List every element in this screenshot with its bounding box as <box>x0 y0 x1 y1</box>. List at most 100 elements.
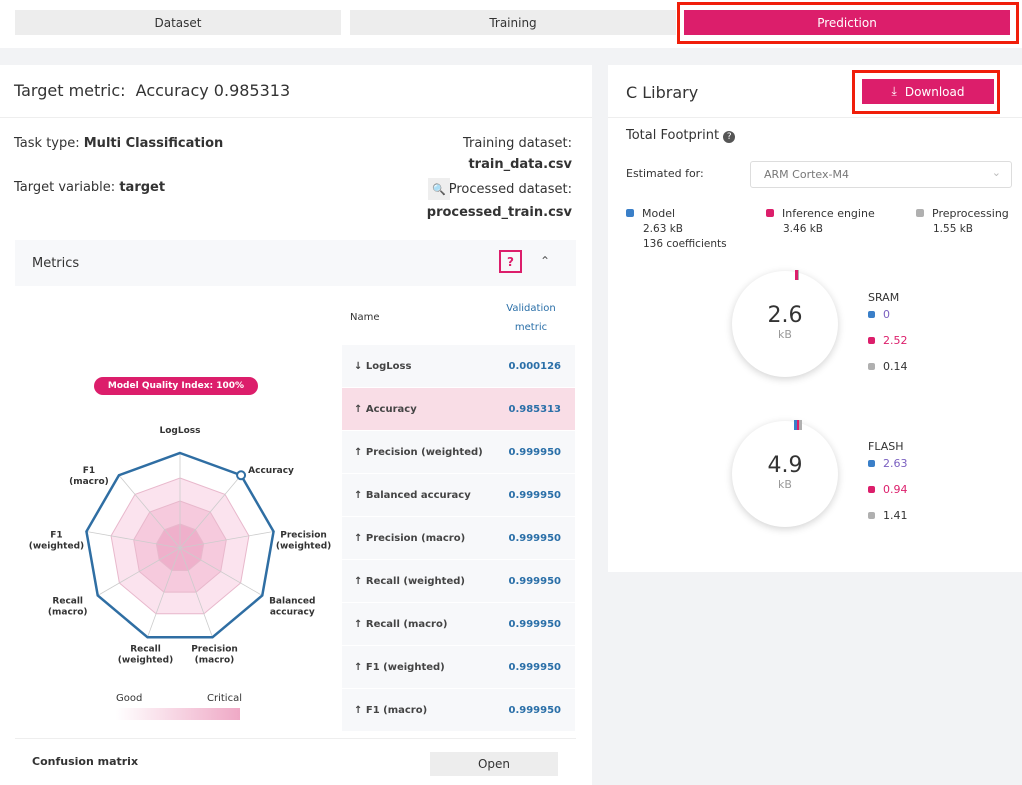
sram-value: 2.52 <box>883 334 908 347</box>
table-header: Name Validation metric <box>342 290 575 345</box>
legend-dot <box>868 512 875 519</box>
radar-axis-label: LogLoss <box>160 426 201 436</box>
legend-label: Model <box>642 207 676 220</box>
tab-prediction[interactable]: Prediction <box>684 10 1010 35</box>
arrow-icon: ↑ <box>354 618 363 630</box>
legend-value: 1.55 kB <box>933 223 974 235</box>
confusion-matrix-label: Confusion matrix <box>32 755 139 768</box>
model-quality-badge: Model Quality Index: 100% <box>94 377 258 395</box>
tab-dataset[interactable]: Dataset <box>15 10 341 35</box>
metric-label: Accuracy <box>365 403 417 415</box>
target-variable: Target variable: target <box>14 180 165 195</box>
arrow-icon: ↑ <box>354 403 363 415</box>
radar-axis <box>179 547 263 596</box>
metric-label: Recall (macro) <box>365 618 448 630</box>
table-row[interactable]: ↑ Recall (weighted) 0.999950 <box>342 560 575 603</box>
metrics-table: Name Validation metric ↓ LogLoss 0.000126… <box>342 290 575 732</box>
flash-value: 1.41 <box>883 509 908 522</box>
legend-dot <box>626 209 634 217</box>
radar-axis-label: F1 (macro) <box>69 466 109 487</box>
metric-value: 0.999950 <box>508 532 561 544</box>
training-dataset-label: Training dataset: <box>463 136 572 151</box>
metric-name: ↑ F1 (weighted) <box>354 662 445 673</box>
legend-label: Inference engine <box>782 207 875 220</box>
download-icon: ⤓ <box>891 84 897 98</box>
radar-axis-label: Recall (weighted) <box>118 644 173 665</box>
metric-label: Precision (weighted) <box>365 446 483 458</box>
flash-value-row: 0.94 <box>868 483 908 496</box>
flash-donut: 4.9 kB <box>732 421 838 527</box>
arrow-icon: ↑ <box>354 532 363 544</box>
open-button[interactable]: Open <box>430 752 558 776</box>
col-name: Name <box>350 312 380 323</box>
arrow-icon: ↑ <box>354 446 363 458</box>
radar-point-marker <box>236 470 247 481</box>
table-row[interactable]: ↑ Precision (weighted) 0.999950 <box>342 431 575 474</box>
radar-axis <box>179 547 213 638</box>
arrow-icon: ↑ <box>354 661 363 673</box>
flash-arc <box>794 420 802 430</box>
c-library-panel: C Library ⤓ Download Total Footprint ? Es… <box>608 65 1022 572</box>
table-row[interactable]: ↑ Precision (macro) 0.999950 <box>342 517 575 560</box>
metric-label: Balanced accuracy <box>365 489 471 501</box>
legend-name: Preprocessing <box>916 207 1009 220</box>
radar-axis-label: Recall (macro) <box>48 597 88 618</box>
sram-value-row: 0 <box>868 308 890 321</box>
target-metric: Target metric: Accuracy 0.985313 <box>0 65 592 118</box>
flash-label: FLASH <box>868 440 904 453</box>
legend-critical: Critical <box>207 693 242 704</box>
sram-value-row: 2.52 <box>868 334 908 347</box>
table-row[interactable]: ↓ LogLoss 0.000126 <box>342 345 575 388</box>
table-row[interactable]: ↑ F1 (weighted) 0.999950 <box>342 646 575 689</box>
flash-value-row: 1.41 <box>868 509 908 522</box>
radar-axis-label: Precision (weighted) <box>276 531 331 552</box>
task-type-value: Multi Classification <box>83 136 224 151</box>
footprint-legend-item: Inference engine 3.46 kB <box>766 207 875 235</box>
metric-label: LogLoss <box>365 360 412 372</box>
footprint-legend-item: Preprocessing 1.55 kB <box>916 207 1009 235</box>
search-icon[interactable]: 🔍 <box>428 178 450 200</box>
table-row[interactable]: ↑ Recall (macro) 0.999950 <box>342 603 575 646</box>
metric-value: 0.999950 <box>508 446 561 458</box>
arrow-icon: ↑ <box>354 704 363 716</box>
metric-value: 0.999950 <box>508 661 561 673</box>
metric-name: ↑ Recall (weighted) <box>354 576 465 587</box>
c-library-title: C Library <box>626 83 699 102</box>
table-row[interactable]: ↑ Balanced accuracy 0.999950 <box>342 474 575 517</box>
legend-dot <box>868 363 875 370</box>
highlight-box <box>677 2 1019 44</box>
metric-value: 0.999950 <box>508 704 561 716</box>
metric-label: Precision (macro) <box>365 532 466 544</box>
help-icon[interactable]: ? <box>723 131 736 143</box>
target-select[interactable]: ARM Cortex-M4 ⌄ <box>750 161 1012 188</box>
legend-value: 3.46 kB <box>783 223 824 235</box>
metric-name: ↑ Balanced accuracy <box>354 490 471 501</box>
metrics-title: Metrics <box>32 255 80 271</box>
metric-name: ↑ Precision (macro) <box>354 533 465 544</box>
legend-dot <box>916 209 924 217</box>
radar-series <box>85 451 275 639</box>
sram-unit: kB <box>778 328 792 341</box>
legend-dot <box>766 209 774 217</box>
table-row[interactable]: ↑ F1 (macro) 0.999950 <box>342 689 575 732</box>
chevron-up-icon[interactable]: ⌃ <box>540 254 551 268</box>
legend-gradient <box>116 708 240 720</box>
metric-value: 0.985313 <box>508 403 561 415</box>
radar-axis-label: F1 (weighted) <box>29 531 84 552</box>
metric-label: Recall (weighted) <box>365 575 465 587</box>
tab-training[interactable]: Training <box>350 10 676 35</box>
sram-total: 2.6 <box>767 303 803 328</box>
download-button[interactable]: ⤓ Download <box>862 79 994 104</box>
metrics-header[interactable]: Metrics <box>15 240 576 286</box>
legend-dot <box>868 460 875 467</box>
highlight-box <box>852 70 1000 114</box>
metric-value: 0.999950 <box>508 575 561 587</box>
table-row[interactable]: ↑ Accuracy 0.985313 <box>342 388 575 431</box>
radar-axis-label: Accuracy <box>248 466 294 476</box>
help-button[interactable]: ? <box>499 250 522 273</box>
arrow-icon: ↓ <box>354 360 363 372</box>
divider <box>15 738 576 739</box>
footprint-label: Total Footprint <box>626 128 720 143</box>
download-label: Download <box>904 84 965 99</box>
flash-value-row: 2.63 <box>868 457 908 470</box>
